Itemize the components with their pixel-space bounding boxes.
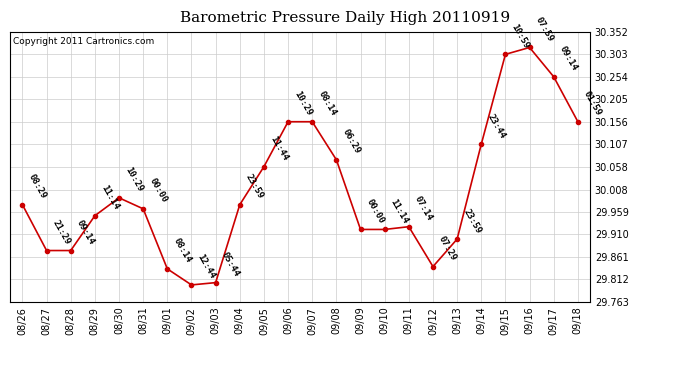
Text: 07:14: 07:14 — [413, 195, 434, 222]
Text: 07:59: 07:59 — [534, 15, 555, 43]
Text: 00:00: 00:00 — [148, 177, 168, 205]
Text: 09:14: 09:14 — [75, 219, 96, 246]
Text: 09:14: 09:14 — [558, 45, 579, 73]
Text: 23:59: 23:59 — [462, 207, 482, 235]
Text: 10:59: 10:59 — [510, 22, 531, 50]
Text: 08:29: 08:29 — [27, 173, 48, 201]
Text: Barometric Pressure Daily High 20110919: Barometric Pressure Daily High 20110919 — [180, 11, 510, 25]
Text: 10:29: 10:29 — [293, 90, 313, 117]
Text: 23:44: 23:44 — [486, 112, 506, 140]
Text: 08:14: 08:14 — [317, 90, 337, 117]
Text: 07:29: 07:29 — [437, 235, 458, 262]
Text: 06:29: 06:29 — [341, 128, 362, 156]
Text: 11:44: 11:44 — [268, 135, 289, 162]
Text: 11:14: 11:14 — [99, 184, 120, 211]
Text: 11:14: 11:14 — [389, 198, 410, 225]
Text: 12:44: 12:44 — [196, 253, 217, 281]
Text: 01:59: 01:59 — [582, 90, 603, 117]
Text: 08:14: 08:14 — [172, 237, 193, 265]
Text: 05:44: 05:44 — [220, 251, 241, 279]
Text: 21:29: 21:29 — [51, 219, 72, 246]
Text: 10:29: 10:29 — [124, 166, 144, 194]
Text: Copyright 2011 Cartronics.com: Copyright 2011 Cartronics.com — [13, 37, 155, 46]
Text: 00:00: 00:00 — [365, 198, 386, 225]
Text: 23:59: 23:59 — [244, 173, 265, 201]
